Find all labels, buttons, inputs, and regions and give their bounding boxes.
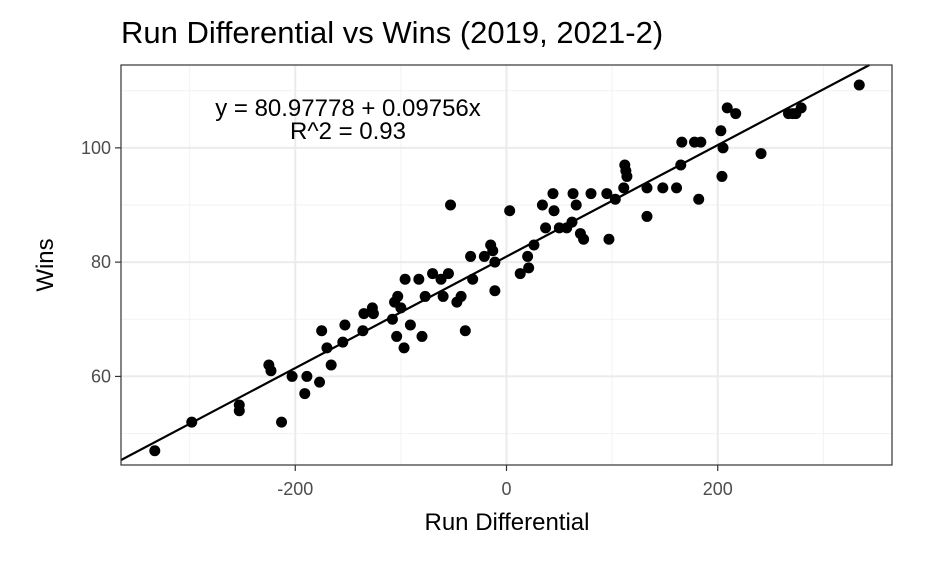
data-point <box>695 136 707 148</box>
y-tick-label: 100 <box>81 138 111 158</box>
chart-title: Run Differential vs Wins (2019, 2021-2) <box>121 15 663 50</box>
data-point <box>395 302 407 314</box>
data-point <box>528 239 540 251</box>
data-point <box>299 388 311 400</box>
data-point <box>853 79 865 91</box>
data-point <box>465 250 477 262</box>
data-point <box>730 108 742 120</box>
data-point <box>657 182 669 194</box>
data-point <box>337 336 349 348</box>
data-point <box>478 250 490 262</box>
data-point <box>721 102 733 114</box>
data-point <box>445 199 457 211</box>
data-point <box>487 245 499 257</box>
data-point <box>339 319 351 331</box>
data-point <box>567 188 579 200</box>
data-point <box>566 216 578 228</box>
data-point <box>755 148 767 160</box>
data-point <box>399 273 411 285</box>
x-axis-title: Run Differential <box>425 509 590 536</box>
regression-equation-label: y = 80.97778 + 0.09756x <box>215 95 481 122</box>
data-point <box>522 250 534 262</box>
data-point <box>286 370 298 382</box>
data-point <box>321 342 333 354</box>
y-axis: 60 80 100 <box>81 138 121 386</box>
data-point <box>435 273 447 285</box>
data-point <box>459 325 471 337</box>
data-point <box>186 416 198 428</box>
data-point <box>671 182 683 194</box>
data-point <box>618 182 630 194</box>
data-point <box>540 222 552 234</box>
data-point <box>357 325 369 337</box>
data-point <box>609 193 621 205</box>
data-point <box>413 273 425 285</box>
x-axis: -200 0 200 <box>277 465 733 499</box>
data-point <box>717 142 729 154</box>
x-tick-label: 0 <box>501 479 511 499</box>
data-point <box>603 233 615 245</box>
data-point <box>693 193 705 205</box>
data-point <box>367 308 379 320</box>
data-point <box>419 290 431 302</box>
y-tick-label: 60 <box>91 366 111 386</box>
data-point <box>427 268 439 280</box>
data-point <box>467 273 479 285</box>
y-axis-title: Wins <box>32 238 59 291</box>
data-point <box>489 285 501 297</box>
data-point <box>314 376 326 388</box>
data-point <box>398 342 410 354</box>
data-point <box>325 359 337 371</box>
data-point <box>585 188 597 200</box>
y-tick-label: 80 <box>91 252 111 272</box>
data-points <box>149 79 865 457</box>
data-point <box>301 370 313 382</box>
data-point <box>316 325 328 337</box>
data-point <box>391 330 403 342</box>
data-point <box>416 330 428 342</box>
data-point <box>404 319 416 331</box>
data-point <box>489 256 501 268</box>
data-point <box>621 170 633 182</box>
data-point <box>276 416 288 428</box>
data-point <box>149 445 161 457</box>
data-point <box>716 170 728 182</box>
data-point <box>523 262 535 274</box>
data-point <box>548 205 560 217</box>
data-point <box>570 199 582 211</box>
data-point <box>358 308 370 320</box>
data-point <box>601 188 613 200</box>
x-tick-label: 200 <box>703 479 733 499</box>
r-squared-label: R^2 = 0.93 <box>290 118 406 145</box>
data-point <box>641 210 653 222</box>
data-point <box>392 290 404 302</box>
data-point <box>504 205 516 217</box>
data-point <box>386 313 398 325</box>
data-point <box>437 290 449 302</box>
data-point <box>676 136 688 148</box>
data-point <box>265 365 277 377</box>
x-tick-label: -200 <box>277 479 313 499</box>
data-point <box>536 199 548 211</box>
data-point <box>442 268 454 280</box>
data-point <box>675 159 687 171</box>
data-point <box>578 233 590 245</box>
data-point <box>641 182 653 194</box>
data-point <box>795 102 807 114</box>
data-point <box>514 268 526 280</box>
data-point <box>715 125 727 137</box>
data-point <box>547 188 559 200</box>
data-point <box>455 290 467 302</box>
data-point <box>233 405 245 417</box>
